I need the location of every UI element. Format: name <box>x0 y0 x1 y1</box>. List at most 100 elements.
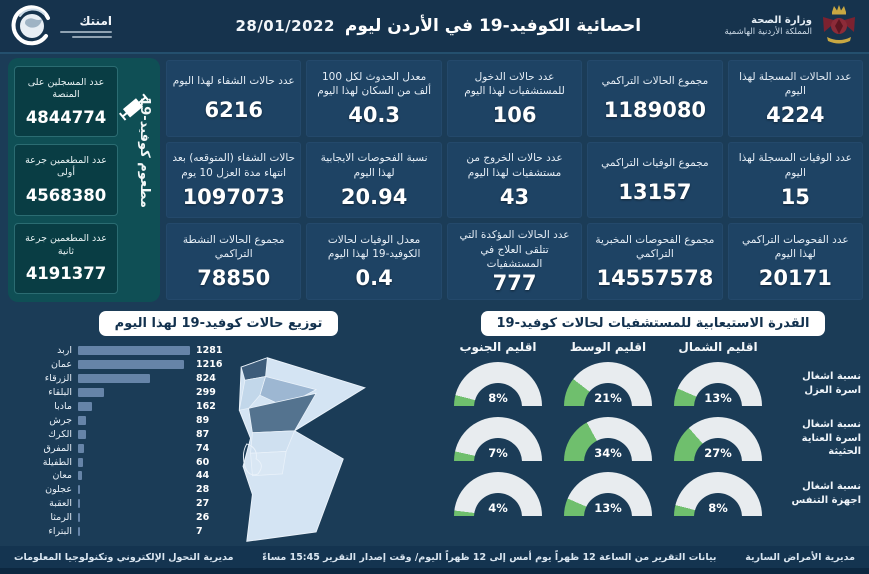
report-date: 28/01/2022 <box>235 17 335 35</box>
bar-row: اربد 1281 <box>16 344 222 358</box>
stat-card-value: 15 <box>780 184 810 209</box>
bar <box>78 471 82 481</box>
stat-card-value: 43 <box>499 184 530 209</box>
stat-card-label: مجموع الفحوصات المخبرية التراكمي <box>595 234 715 261</box>
gauge-percent-label: 8% <box>708 501 728 515</box>
stat-card-value: 4224 <box>766 102 825 127</box>
vaccination-card-value: 4568380 <box>25 186 107 206</box>
bar-row: البلقاء 299 <box>16 386 222 400</box>
bar <box>78 402 93 411</box>
bar-value: 26 <box>196 512 210 524</box>
stat-card: عدد الحالات المؤكدة التي تتلقى العلاج في… <box>446 223 583 300</box>
stat-card: معدل الوفيات لحالات الكوفيد-19 لهذا اليو… <box>306 223 442 300</box>
gauge-percent-label: 13% <box>594 501 622 515</box>
bar-category-label: الزرقاء <box>44 373 72 385</box>
bar-value: 28 <box>196 484 210 496</box>
bar-category-label: عمان <box>50 359 72 371</box>
bar-row: عمان 1216 <box>16 358 223 372</box>
bar <box>78 388 105 398</box>
bar-value: 87 <box>196 428 210 440</box>
gauge-cell: 8% <box>663 466 773 521</box>
bar-value: 1281 <box>196 345 223 357</box>
bar-row: الزرقاء 824 <box>16 372 222 386</box>
jordan-map <box>198 354 378 546</box>
bar-category-label: جرش <box>49 414 72 426</box>
gauge-hole <box>474 438 522 461</box>
bar-value: 27 <box>196 498 210 510</box>
lower-band: القدرة الاستيعابية للمستشفيات لحالات كوف… <box>0 306 869 546</box>
bar-category-label: عجلون <box>45 484 72 496</box>
bar-row: عجلون 28 <box>16 483 222 497</box>
stat-card-value: 40.3 <box>348 102 401 127</box>
stat-card-label: مجموع الحالات النشطة التراكمي <box>182 234 285 261</box>
page-title: احصائية الكوفيد-19 في الأردن ليوم 28/01/… <box>235 16 641 36</box>
sidebar-vertical-label: مطعوم كوفيد-19 <box>137 97 152 208</box>
bar-track <box>78 346 192 356</box>
bar-value: 824 <box>196 373 216 385</box>
gauge-cell: 8% <box>443 356 553 411</box>
gauge-hole <box>584 438 632 461</box>
gauge-hole <box>694 438 742 461</box>
bar-row: الطفيلة 60 <box>16 455 222 469</box>
bar-row: معان 44 <box>16 469 222 483</box>
stat-card: نسبة الفحوصات الايجابية لهذا اليوم 20.94 <box>306 141 442 219</box>
gauge-cell: 4% <box>443 466 553 521</box>
gauge-cell: 13% <box>553 466 663 521</box>
gauge-header-row: اقليم الشمال اقليم الوسط اقليم الجنوب <box>441 340 861 354</box>
bar-category-label: البتراء <box>48 526 72 538</box>
bar-value: 74 <box>196 442 210 454</box>
stat-card-value: 1097073 <box>182 184 285 209</box>
gauge: 21% <box>564 362 652 406</box>
stat-card-label: عدد حالات الدخول للمستشفيات لهذا اليوم <box>464 70 565 97</box>
kingdom-name: المملكة الأردنية الهاشمية <box>724 27 812 38</box>
stat-card: عدد الحالات المسجلة لهذا اليوم 4224 <box>727 60 863 137</box>
vaccination-card: عدد المسجلين على المنصة 4844774 <box>14 66 118 138</box>
stat-card-label: عدد حالات الشفاء لهذا اليوم <box>172 75 295 88</box>
bar-category-label: الطفيلة <box>42 456 72 468</box>
stat-card-value: 777 <box>492 270 537 295</box>
bar-category-label: مادبا <box>54 401 72 412</box>
bar-value: 162 <box>196 401 216 412</box>
gauge-cell: 34% <box>553 411 663 466</box>
gauge-percent-label: 27% <box>704 446 732 460</box>
gauge-hole <box>694 383 742 406</box>
gauge: 8% <box>454 362 542 406</box>
stat-card-value: 20171 <box>758 266 832 291</box>
bar-row: جرش 89 <box>16 413 222 427</box>
gauge-hole <box>474 383 522 406</box>
gauge-section-title: القدرة الاستيعابية للمستشفيات لحالات كوف… <box>480 311 826 336</box>
bar-category-label: معان <box>52 470 72 482</box>
stat-card-label: نسبة الفحوصات الايجابية لهذا اليوم <box>320 152 428 179</box>
vaccination-card: عدد المطعمين جرعة أولى 4568380 <box>14 144 118 216</box>
gauge-row: نسبة اشغال اجهزة التنفس 8% 13% 4% <box>441 466 861 521</box>
vaccination-card-label: عدد المسجلين على المنصة <box>27 76 105 100</box>
gauge: 27% <box>674 417 762 461</box>
bar <box>78 457 84 467</box>
stat-card-value: 20.94 <box>340 184 408 209</box>
gauge-percent-label: 21% <box>594 391 622 405</box>
bar-track <box>78 513 192 523</box>
stat-card: عدد حالات الشفاء لهذا اليوم 6216 <box>166 60 302 137</box>
gauge: 13% <box>564 472 652 516</box>
bar-value: 299 <box>196 387 216 399</box>
bar-row: الرمثا 26 <box>16 511 222 525</box>
bar-track <box>78 415 192 425</box>
bar-category-label: الكرك <box>48 428 72 440</box>
gauge-row-label: نسبة اشغال اسرة العناية الحثيثة <box>801 419 861 458</box>
footer-center: بيانات التقرير من الساعة 12 ظهراً يوم أم… <box>262 551 717 563</box>
gauge-hole <box>584 493 632 516</box>
stat-card-label: عدد الوفيات المسجلة لهذا اليوم <box>738 152 852 179</box>
gauge: 4% <box>454 472 542 516</box>
stat-card: عدد حالات الخروج من مستشفيات لهذا اليوم 4… <box>446 141 583 219</box>
bar <box>78 415 86 425</box>
bar-track <box>78 374 192 384</box>
gauge: 34% <box>564 417 652 461</box>
bar-row: المفرق 74 <box>16 441 222 455</box>
stat-card: عدد الوفيات المسجلة لهذا اليوم 15 <box>727 141 863 219</box>
stat-card-value: 78850 <box>197 266 271 291</box>
stat-card-value: 14557578 <box>596 266 714 291</box>
gauge-hole <box>694 493 742 516</box>
bar-track <box>78 429 192 439</box>
stat-card: مجموع الحالات التراكمي 1189080 <box>587 60 723 137</box>
